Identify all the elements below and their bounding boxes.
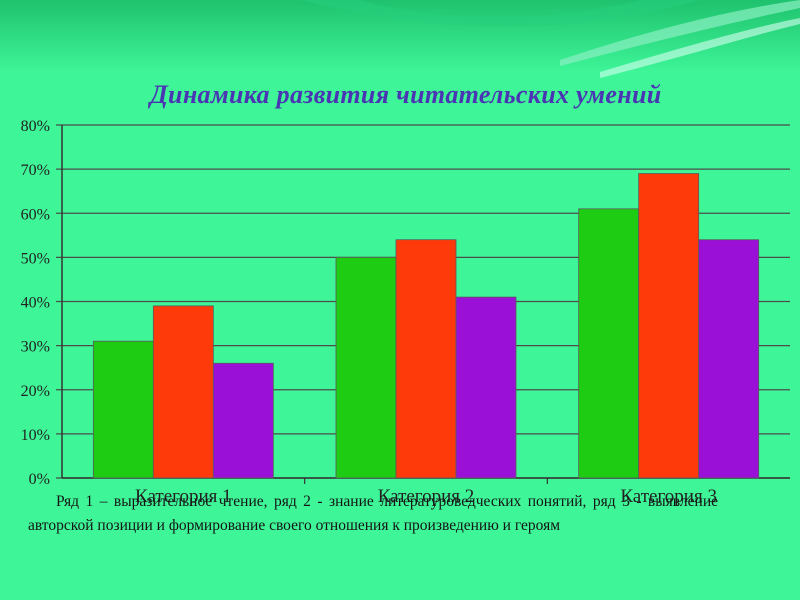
bar bbox=[638, 173, 700, 479]
y-tick-label: 60% bbox=[21, 206, 50, 223]
x-tick-label: Категория 2 bbox=[378, 486, 475, 507]
bar bbox=[335, 256, 397, 479]
decorative-wave bbox=[300, 0, 700, 27]
decorative-wave bbox=[600, 18, 800, 78]
y-tick-label: 30% bbox=[21, 339, 50, 356]
y-tick-label: 70% bbox=[21, 162, 50, 179]
y-tick-label: 80% bbox=[21, 118, 50, 135]
y-tick-label: 10% bbox=[21, 427, 50, 444]
y-tick-label: 20% bbox=[21, 383, 50, 400]
chart-caption: Ряд 1 – выразительное чтение, ряд 2 - зн… bbox=[28, 493, 718, 534]
chart-title: Динамика развития читательских умений bbox=[150, 80, 662, 109]
y-tick-label: 0% bbox=[29, 471, 50, 488]
decorative-wave bbox=[560, 0, 800, 66]
x-tick-label: Категория 1 bbox=[135, 486, 232, 507]
bar bbox=[698, 239, 760, 479]
y-tick-label: 50% bbox=[21, 250, 50, 267]
bar bbox=[455, 296, 517, 479]
bar bbox=[92, 340, 154, 479]
bar bbox=[395, 239, 457, 479]
bar bbox=[212, 362, 274, 479]
bar bbox=[578, 208, 640, 479]
x-tick-label: Категория 3 bbox=[620, 486, 717, 507]
y-tick-label: 40% bbox=[21, 295, 50, 312]
bar bbox=[152, 305, 214, 479]
